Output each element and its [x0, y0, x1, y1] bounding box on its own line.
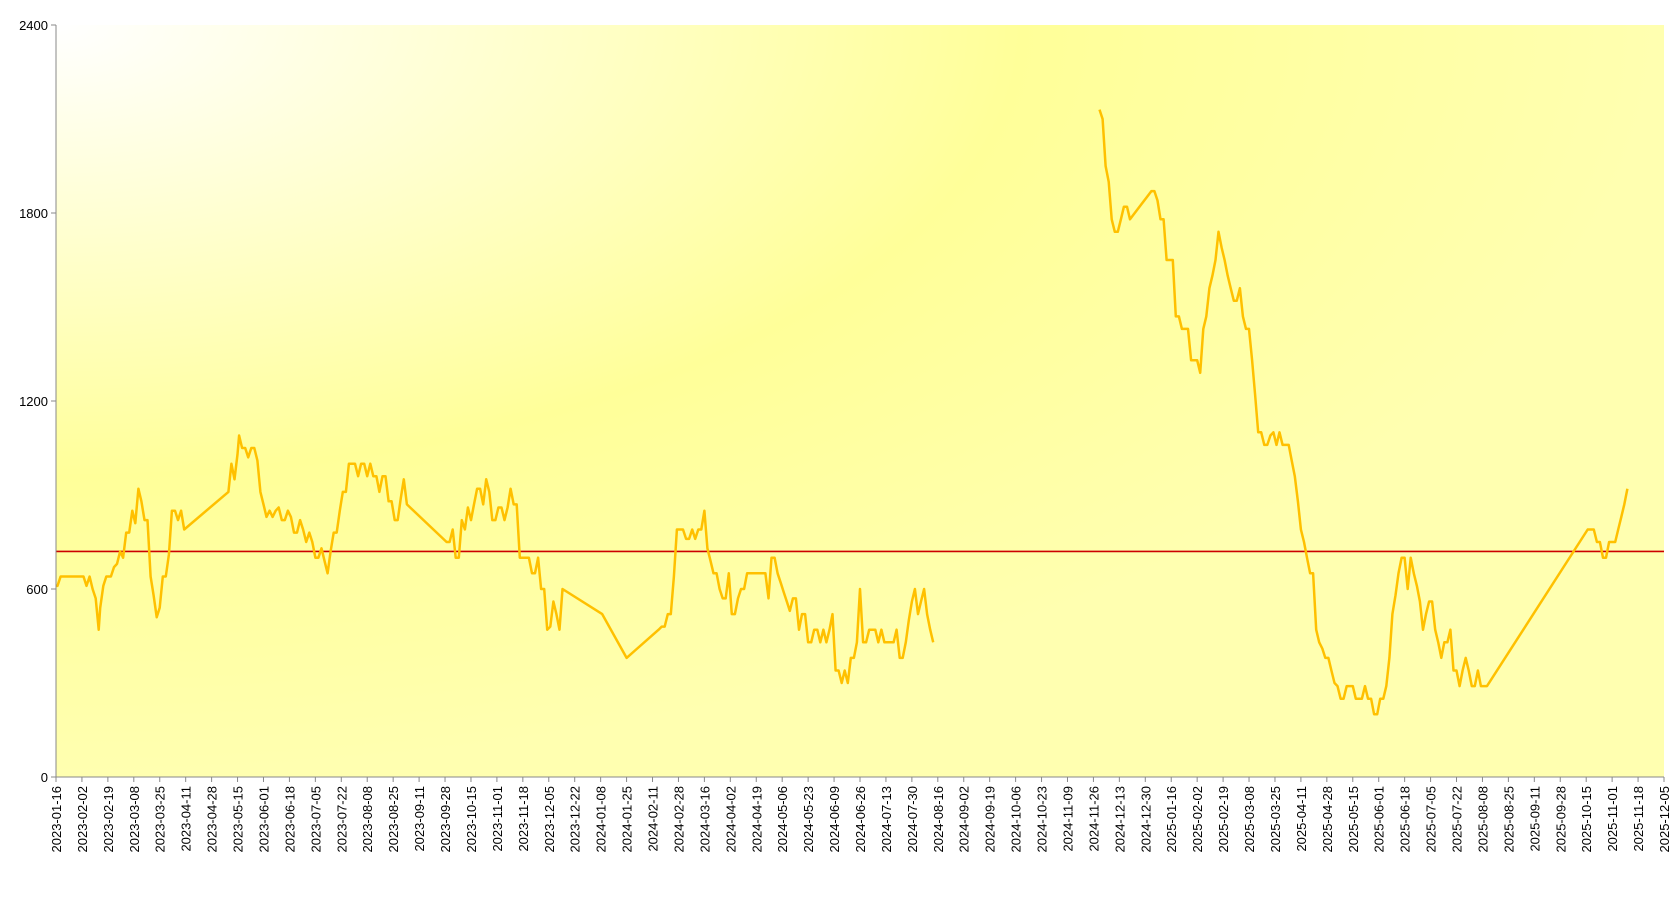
x-tick-label: 2025-01-16	[1164, 786, 1179, 853]
x-tick-label: 2024-09-02	[957, 786, 972, 853]
x-tick-label: 2023-11-01	[490, 786, 505, 852]
x-tick-label: 2024-08-16	[931, 786, 946, 853]
y-axis-ticks: 0 600 1200 1800 2400	[19, 18, 56, 785]
x-tick-label: 2023-06-01	[256, 786, 271, 853]
x-tick-label: 2025-03-08	[1242, 786, 1257, 853]
series-line-segment	[1098, 109, 1629, 716]
x-tick-label: 2025-10-15	[1579, 786, 1594, 853]
x-tick-label: 2023-04-28	[205, 786, 220, 853]
x-tick-label: 2025-05-15	[1346, 786, 1361, 853]
x-tick-label: 2025-08-08	[1475, 786, 1490, 853]
x-tick-label: 2024-10-23	[1035, 786, 1050, 853]
x-tick-label: 2024-05-23	[801, 786, 816, 853]
x-tick-label: 2024-02-11	[646, 786, 661, 852]
x-tick-label: 2025-09-11	[1527, 786, 1542, 852]
x-tick-label: 2024-09-19	[983, 786, 998, 853]
x-tick-label: 2024-07-30	[905, 786, 920, 853]
x-tick-label: 2023-02-02	[75, 786, 90, 853]
x-tick-label: 2023-08-08	[360, 786, 375, 853]
x-tick-label: 2023-04-11	[179, 786, 194, 852]
x-tick-label: 2024-05-06	[775, 786, 790, 853]
x-tick-label: 2024-12-13	[1112, 786, 1127, 853]
x-tick-label: 2023-01-16	[49, 786, 64, 853]
x-tick-label: 2025-07-05	[1424, 786, 1439, 853]
x-tick-label: 2023-05-15	[231, 786, 246, 853]
x-axis-ticks: 2023-01-16 2023-02-02 2023-02-19 2023-03-08…	[49, 777, 1672, 853]
x-tick-label: 2024-11-09	[1060, 786, 1075, 852]
x-tick-label: 2023-12-22	[568, 786, 583, 853]
x-tick-label: 2023-03-25	[153, 786, 168, 853]
x-tick-label: 2023-08-25	[386, 786, 401, 853]
data-series	[56, 109, 1629, 716]
plot-area	[56, 25, 1664, 777]
x-tick-label: 2024-07-13	[879, 786, 894, 853]
x-tick-label: 2025-03-25	[1268, 786, 1283, 853]
y-tick-label: 1200	[19, 394, 48, 409]
x-tick-label: 2025-06-18	[1398, 786, 1413, 853]
x-tick-label: 2024-04-19	[749, 786, 764, 853]
x-tick-label: 2024-10-06	[1009, 786, 1024, 853]
x-tick-label: 2024-06-26	[853, 786, 868, 853]
y-tick-label: 1800	[19, 206, 48, 221]
x-tick-label: 2023-09-11	[412, 786, 427, 852]
x-tick-label: 2023-09-28	[438, 786, 453, 853]
x-tick-label: 2025-04-28	[1320, 786, 1335, 853]
x-tick-label: 2023-12-05	[542, 786, 557, 853]
series-line-segment	[56, 434, 935, 685]
y-tick-label: 0	[41, 770, 48, 785]
x-tick-label: 2025-02-19	[1216, 786, 1231, 853]
x-tick-label: 2024-04-02	[723, 786, 738, 853]
x-tick-label: 2025-09-28	[1553, 786, 1568, 853]
x-tick-label: 2023-03-08	[127, 786, 142, 853]
x-tick-label: 2025-02-02	[1190, 786, 1205, 853]
x-tick-label: 2024-01-25	[620, 786, 635, 853]
x-tick-label: 2023-07-22	[334, 786, 349, 853]
x-tick-label: 2023-11-18	[516, 786, 531, 852]
x-tick-label: 2023-10-15	[464, 786, 479, 853]
x-tick-label: 2025-08-25	[1501, 786, 1516, 853]
x-tick-label: 2025-11-01	[1605, 786, 1620, 852]
x-tick-label: 2024-06-09	[827, 786, 842, 853]
x-tick-label: 2025-06-01	[1372, 786, 1387, 853]
y-tick-label: 600	[26, 582, 48, 597]
x-tick-label: 2023-06-18	[282, 786, 297, 853]
x-tick-label: 2025-12-05	[1657, 786, 1672, 853]
x-tick-label: 2023-02-19	[101, 786, 116, 853]
x-tick-label: 2024-02-28	[671, 786, 686, 853]
x-tick-label: 2024-03-16	[697, 786, 712, 853]
x-tick-label: 2024-01-08	[594, 786, 609, 853]
x-tick-label: 2025-07-22	[1450, 786, 1465, 853]
x-tick-label: 2024-12-30	[1138, 786, 1153, 853]
y-tick-label: 2400	[19, 18, 48, 33]
x-tick-label: 2025-04-11	[1294, 786, 1309, 852]
x-tick-label: 2025-11-18	[1631, 786, 1646, 852]
x-tick-label: 2023-07-05	[308, 786, 323, 853]
x-tick-label: 2024-11-26	[1086, 786, 1101, 852]
